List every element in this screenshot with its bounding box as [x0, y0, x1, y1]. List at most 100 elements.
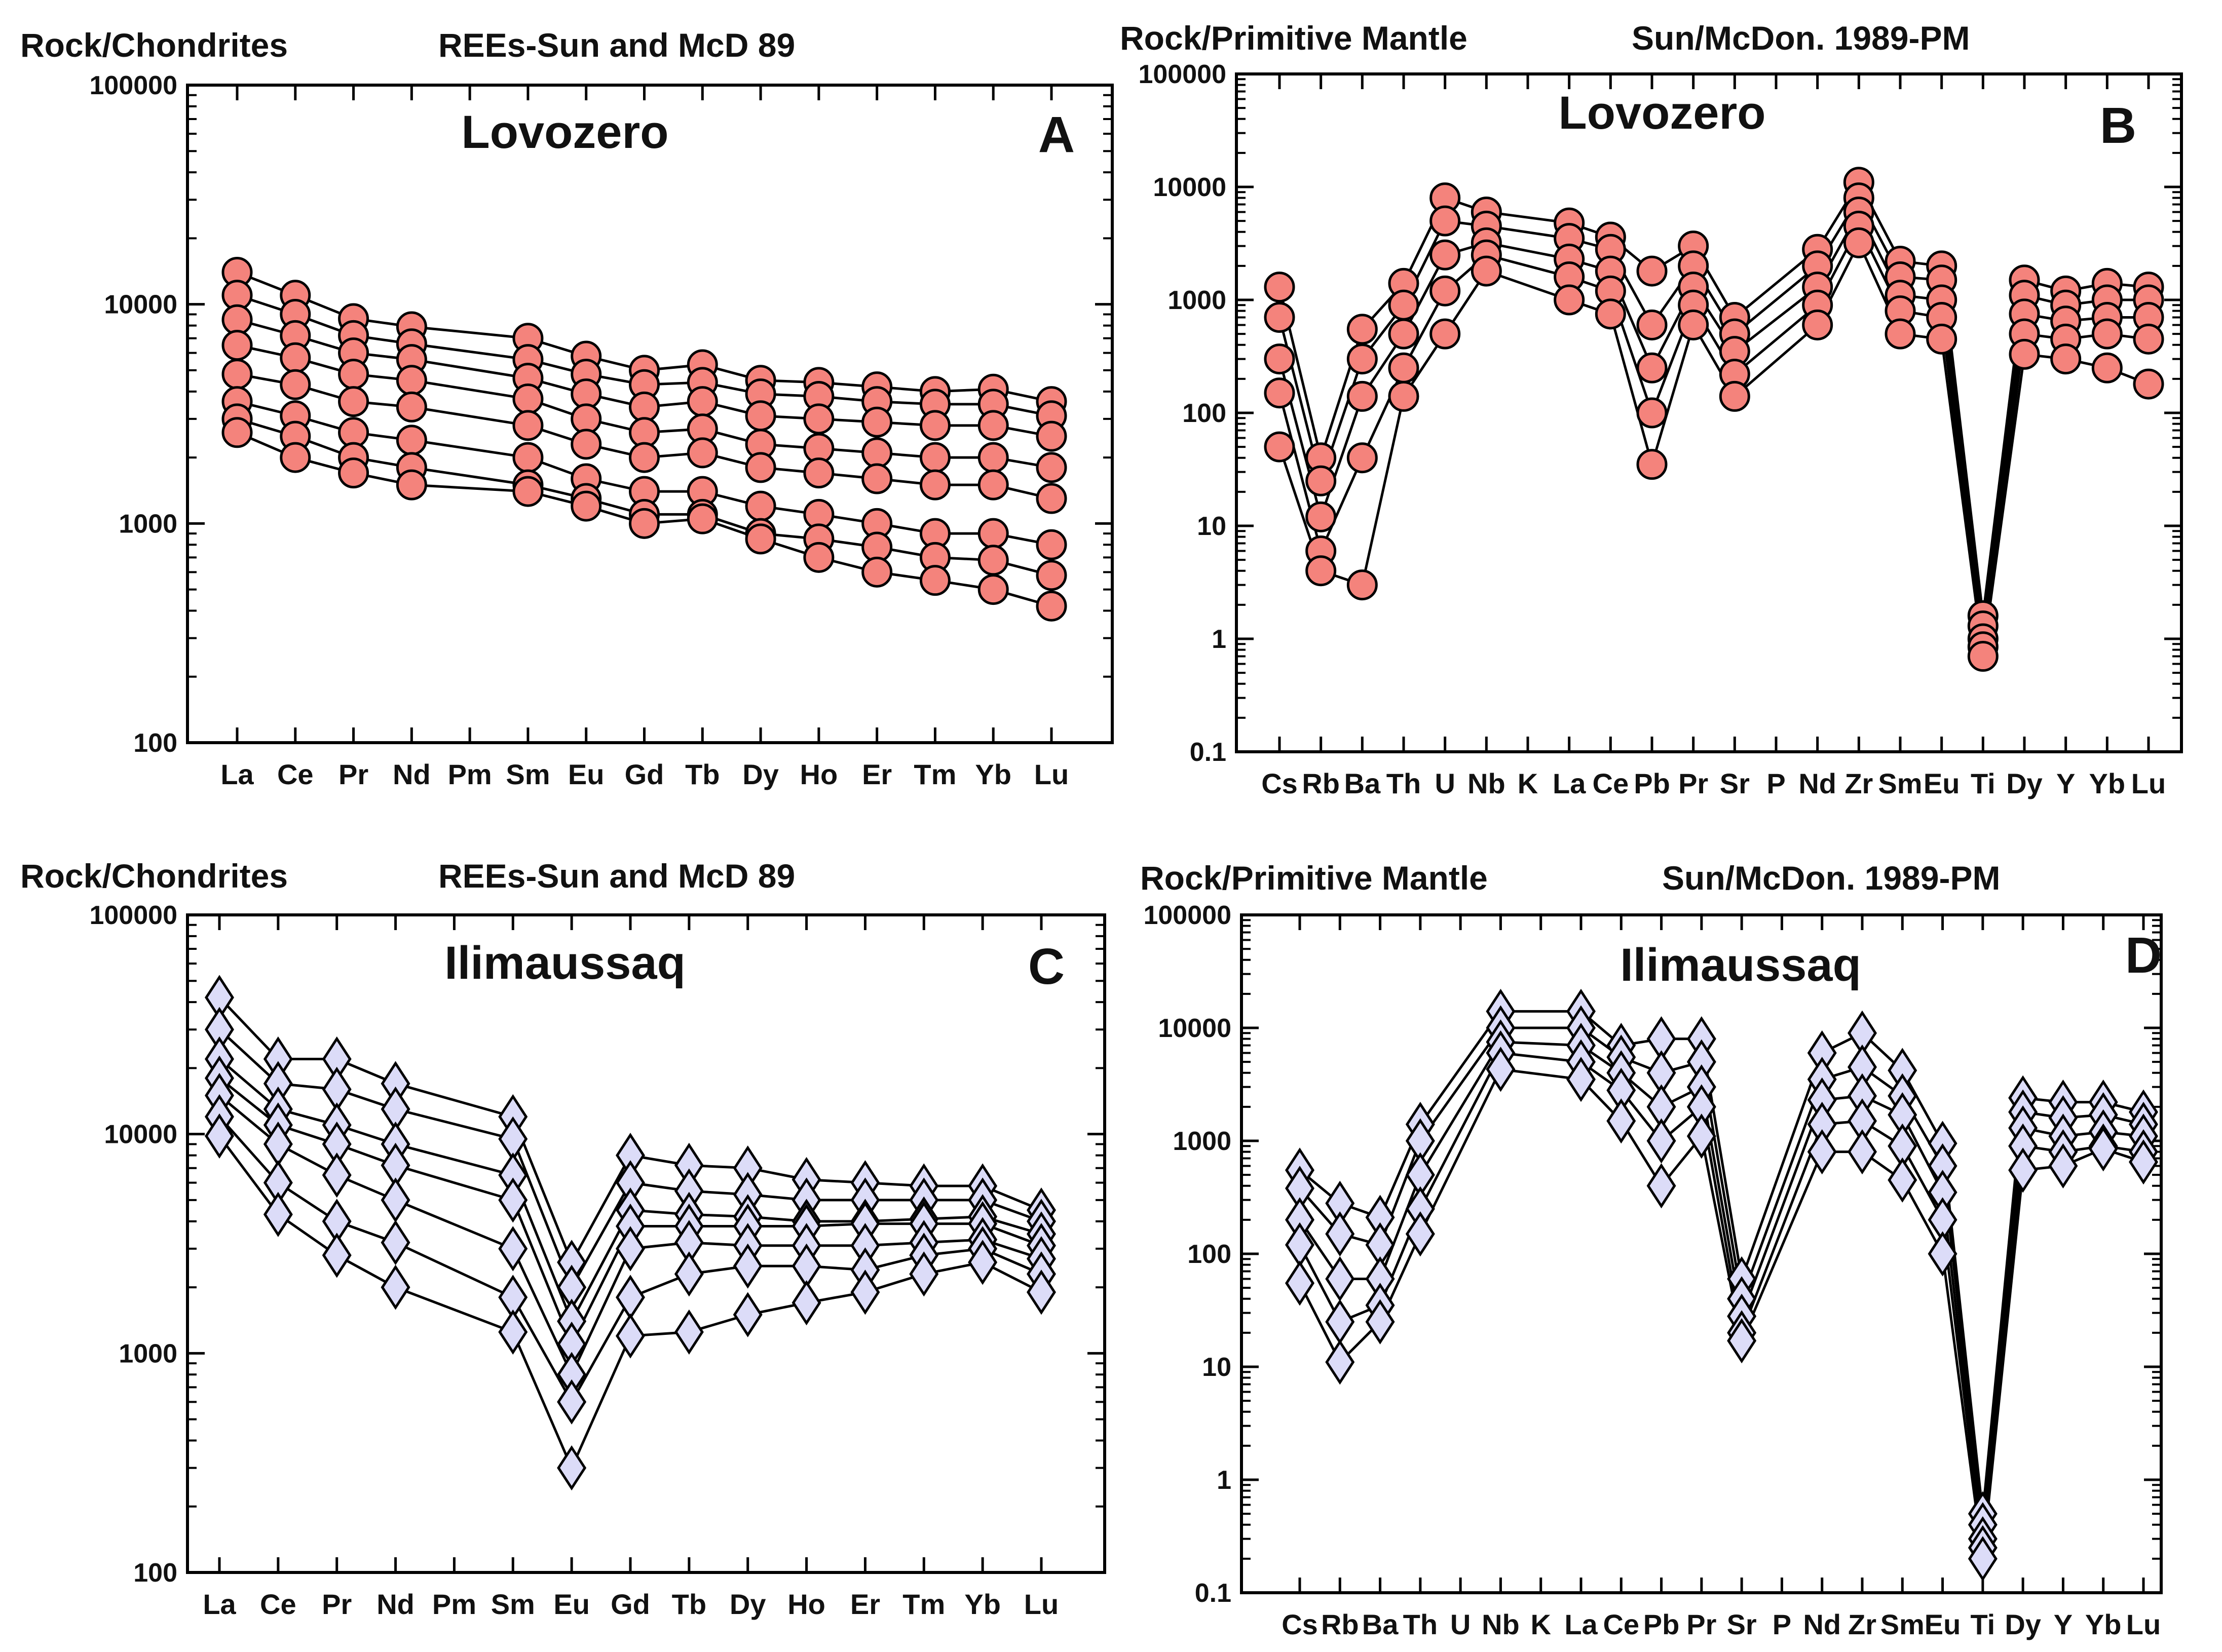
panel-c-ytick-label: 1000 [119, 1339, 177, 1368]
panel-b-plot-frame [1235, 72, 2183, 753]
panel-c-letter: C [1028, 938, 1065, 995]
panel-b-point-s2-u [1429, 205, 1461, 237]
panel-b-point-s2-pb [1636, 309, 1668, 340]
panel-a-point-s6-lu [1036, 529, 1067, 560]
panel-c-point-s7-ce [263, 1192, 293, 1237]
panel-a-ytick-label: 1000 [119, 509, 177, 539]
panel-a-point-s4-pr [338, 359, 369, 390]
panel-d-xtick-label-lu: Lu [2126, 1608, 2161, 1640]
panel-d-xtick-label-k: K [1530, 1608, 1551, 1640]
panel-d-xtick-label-ti: Ti [1970, 1608, 1995, 1640]
panel-b-xtick-label-pb: Pb [1634, 767, 1670, 799]
panel-a-point-s5-la [221, 359, 253, 390]
panel-b-point-s5-sm [1885, 318, 1916, 350]
panel-c-point-s6-tb [674, 1251, 704, 1297]
panel-c-x-axis: La Ce Pr Nd Pm Sm Eu Gd Tb Dy Ho Er Tm Yb Lu [203, 915, 1059, 1620]
panel-a-xtick-label-yb: Yb [975, 758, 1011, 790]
panel-a-point-s5-tm [919, 469, 951, 501]
panel-c-ytick-label: 100 [133, 1558, 177, 1588]
panel-c-xtick-label-la: La [203, 1588, 236, 1620]
panel-c-point-s6-eu [557, 1379, 587, 1425]
panel-c-xtick-label-sm: Sm [491, 1588, 535, 1620]
panel-c-point-s7-yb [968, 1240, 998, 1285]
panel-a-point-s8-gd [629, 508, 660, 539]
panel-a-xtick-label-ce: Ce [277, 758, 314, 790]
panel-d-xtick-label-p: P [1773, 1608, 1791, 1640]
panel-b-xtick-label-nd: Nd [1798, 767, 1836, 799]
panel-d-ytick-label: 1000 [1173, 1127, 1231, 1156]
panel-d-xtick-label-ba: Ba [1362, 1608, 1399, 1640]
panel-a-point-s3-la [221, 304, 253, 335]
panel-a-point-s5-dy [745, 452, 776, 483]
panel-a-point-s6-sm [512, 442, 544, 473]
panel-c-point-s5-pr [322, 1152, 352, 1198]
panel-c-point-s7-la [205, 1113, 234, 1159]
panel-d-ytick-label: 100 [1187, 1240, 1231, 1269]
panel-d-point-s5-cs [1285, 1260, 1314, 1306]
panel-b-xtick-label-eu: Eu [1924, 767, 1960, 799]
panel-a-point-s5-nd [396, 391, 427, 422]
panel-d-xtick-label-y: Y [2054, 1608, 2073, 1640]
panel-c-point-s5-nd [381, 1177, 410, 1223]
panel-b-xtick-label-th: Th [1386, 767, 1421, 799]
panel-b-point-s5-pr [1678, 309, 1709, 340]
panel-b-xtick-label-yb: Yb [2089, 767, 2126, 799]
panel-a-point-s8-pr [338, 457, 369, 489]
panel-b-point-s5-cs [1264, 431, 1295, 463]
panel-a-letter: A [1038, 106, 1075, 163]
panel-d-xtick-label-nd: Nd [1803, 1608, 1841, 1640]
panel-a-point-s5-er [861, 463, 893, 494]
panel-a-point-s8-dy [745, 523, 776, 555]
panel-c-point-s7-gd [616, 1313, 645, 1359]
panel-b-point-s5-ti [1967, 641, 1999, 672]
panel-d-point-s4-cs [1285, 1222, 1314, 1267]
panel-d-normalization: Sun/McDon. 1989-PM [1662, 859, 2000, 897]
panel-a-point-s5-tb [687, 437, 718, 469]
panel-d-x-axis: Cs Rb Ba Th U Nb K La Ce Pb Pr Sr P Nd Zr Sm Eu Ti Dy Y Yb Lu [1282, 915, 2161, 1640]
panel-b-point-s3-cs [1264, 343, 1295, 375]
panel-b-xtick-label-p: P [1766, 767, 1785, 799]
panel-a-point-s3-ho [803, 403, 835, 435]
panel-a-point-s4-yb [977, 442, 1009, 473]
panel-b-xtick-label-u: U [1435, 767, 1455, 799]
panel-b-xtick-label-ti: Ti [1971, 767, 1995, 799]
panel-a-point-s3-dy [745, 400, 776, 432]
panel-b-xtick-label-lu: Lu [2131, 767, 2166, 799]
panel-a-point-s5-ce [280, 369, 311, 400]
panel-b-point-s3-pb [1636, 352, 1668, 383]
panel-a-point-s8-ce [280, 442, 311, 473]
panel-b-xtick-label-ba: Ba [1344, 767, 1381, 799]
panel-a-plot-frame [186, 84, 1114, 744]
panel-d-point-s5-lu [2129, 1139, 2158, 1185]
panel-d-point-s5-th [1405, 1211, 1435, 1257]
panel-a-point-s8-eu [571, 490, 602, 522]
panel-a-point-s3-tb [687, 386, 718, 417]
panel-c-normalization: REEs-Sun and McD 89 [438, 857, 795, 895]
panel-a-point-s4-sm [512, 383, 544, 414]
panel-b-point-s5-th [1388, 380, 1419, 412]
panel-b: Rock/Primitive Mantle Sun/McDon. 1989-PM… [1120, 19, 2183, 799]
panel-b-point-s5-y [2050, 343, 2082, 375]
panel-a-xtick-label-lu: Lu [1034, 758, 1069, 790]
panel-b-point-s3-u [1429, 239, 1461, 271]
panel-b-point-s2-th [1388, 289, 1419, 321]
panel-b-point-s4-lu [2133, 323, 2164, 355]
panel-d-point-s5-ti [1968, 1536, 1998, 1582]
panel-c-series-group [205, 975, 1056, 1491]
panel-d-point-s3-rb [1325, 1256, 1355, 1302]
panel-c-ytick-label: 100000 [89, 901, 177, 930]
panel-d-point-s5-sr [1727, 1318, 1757, 1364]
panel-b-point-s2-ba [1346, 343, 1378, 375]
panel-a-ytick-label: 100 [133, 728, 177, 758]
panel-a-point-s4-ce [280, 342, 311, 373]
panel-d-xtick-label-pr: Pr [1686, 1608, 1716, 1640]
panel-b-point-s4-th [1388, 352, 1419, 383]
panel-a-point-s6-yb [977, 518, 1009, 549]
panel-c-xtick-label-ce: Ce [260, 1588, 296, 1620]
panel-c-point-s7-sm [498, 1309, 528, 1355]
panel-a-point-s5-eu [571, 429, 602, 460]
panel-a-point-s5-gd [629, 442, 660, 473]
panel-b-ylabel: Rock/Primitive Mantle [1120, 19, 1467, 57]
panel-b-point-s5-yb [2091, 352, 2123, 383]
panel-b-point-s4-u [1429, 275, 1461, 306]
